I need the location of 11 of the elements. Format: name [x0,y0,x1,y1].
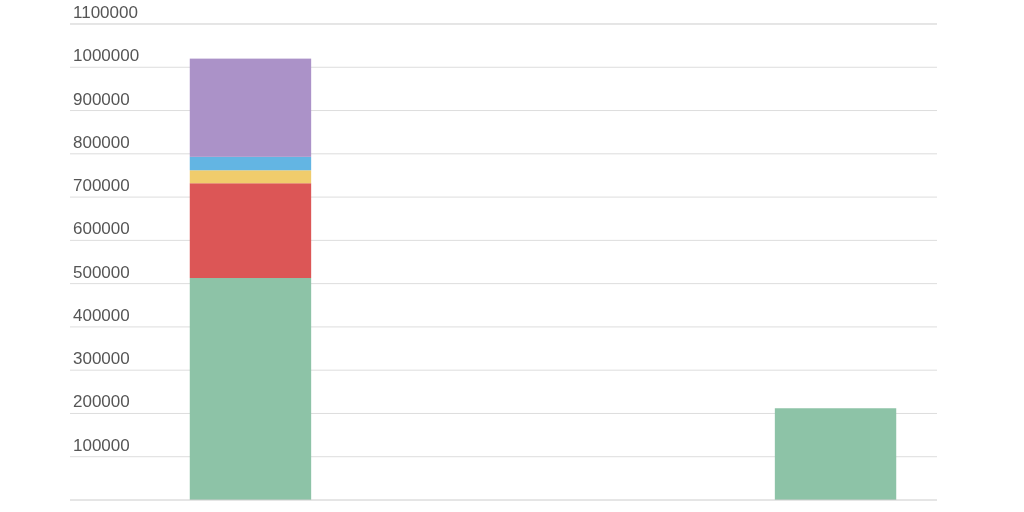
y-tick-label: 700000 [73,176,130,196]
y-tick-label: 400000 [73,305,130,325]
y-tick-label: 300000 [73,349,130,369]
y-tick-label: 200000 [73,392,130,412]
y-tick-label: 900000 [73,89,130,109]
y-tick-label: 1000000 [73,46,140,66]
y-tick-label: 500000 [73,262,130,282]
y-tick-label: 100000 [73,435,130,455]
y-tick-label: 1100000 [73,3,138,22]
y-tick-label: 800000 [73,132,130,152]
y-tick-label: 600000 [73,219,130,239]
